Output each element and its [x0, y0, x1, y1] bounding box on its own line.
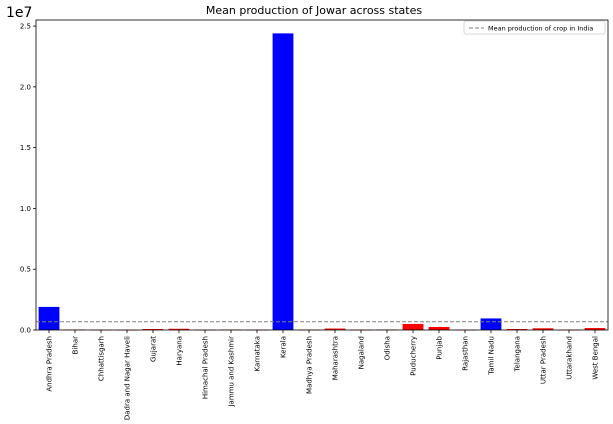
- plot-frame: [35, 19, 609, 331]
- y-tick-label: 0.0: [20, 327, 31, 335]
- x-tick-label: Himachal Pradesh: [202, 336, 210, 399]
- bar: [402, 323, 424, 330]
- bar: [272, 33, 294, 330]
- bar: [38, 306, 60, 330]
- bar: [532, 328, 554, 330]
- bars-group: [38, 33, 606, 331]
- chart-title: Mean production of Jowar across states: [206, 4, 422, 17]
- x-tick-label: Karnataka: [254, 336, 262, 372]
- x-tick-label: Dadra and Nagar Haveli: [124, 336, 132, 420]
- bar: [480, 318, 502, 330]
- y-axis: 0.0 0.5 1.0 1.5 2.0 2.5: [20, 23, 36, 335]
- bar: [168, 328, 190, 330]
- x-tick-label: Madhya Pradesh: [306, 336, 314, 394]
- legend-box: [463, 20, 606, 35]
- legend: Mean production of crop in India: [463, 20, 606, 35]
- y-tick-label: 0.5: [20, 266, 31, 274]
- bar: [324, 328, 346, 330]
- x-tick-label: Uttarakhand: [566, 336, 574, 380]
- x-tick-label: Andhra Pradesh: [46, 336, 54, 392]
- y-tick-label: 1.5: [20, 144, 31, 152]
- x-tick-label: Puducherry: [410, 336, 418, 376]
- x-tick-label: Haryana: [176, 336, 184, 366]
- y-tick-label: 2.5: [20, 23, 31, 31]
- legend-label: Mean production of crop in India: [488, 25, 593, 33]
- x-tick-label: Rajasthan: [462, 336, 470, 371]
- bar: [142, 329, 164, 330]
- x-tick-label: Chhattisgarh: [98, 336, 106, 381]
- x-tick-label: Maharashtra: [332, 336, 340, 380]
- bar: [506, 329, 528, 330]
- x-tick-label: Kerala: [280, 336, 288, 358]
- bar: [584, 328, 606, 330]
- y-tick-label: 2.0: [20, 83, 31, 91]
- bar: [428, 326, 450, 330]
- x-tick-label: Punjab: [436, 335, 444, 359]
- x-axis: Andhra Pradesh Bihar Chhattisgarh Dadra and…: [46, 330, 600, 420]
- x-tick-label: West Bengal: [592, 336, 600, 380]
- x-tick-label: Tamil Nadu: [488, 336, 496, 376]
- x-tick-label: Uttar Pradesh: [540, 336, 548, 384]
- x-tick-label: Bihar: [72, 336, 80, 354]
- x-tick-label: Nagaland: [358, 336, 366, 369]
- x-tick-label: Gujarat: [150, 336, 158, 362]
- y-axis-offset-label: 1e7: [6, 5, 32, 21]
- x-tick-label: Odisha: [384, 336, 392, 360]
- y-tick-label: 1.0: [20, 205, 31, 213]
- x-tick-label: Jammu and Kashmir: [228, 336, 236, 408]
- x-tick-label: Telangana: [514, 336, 522, 373]
